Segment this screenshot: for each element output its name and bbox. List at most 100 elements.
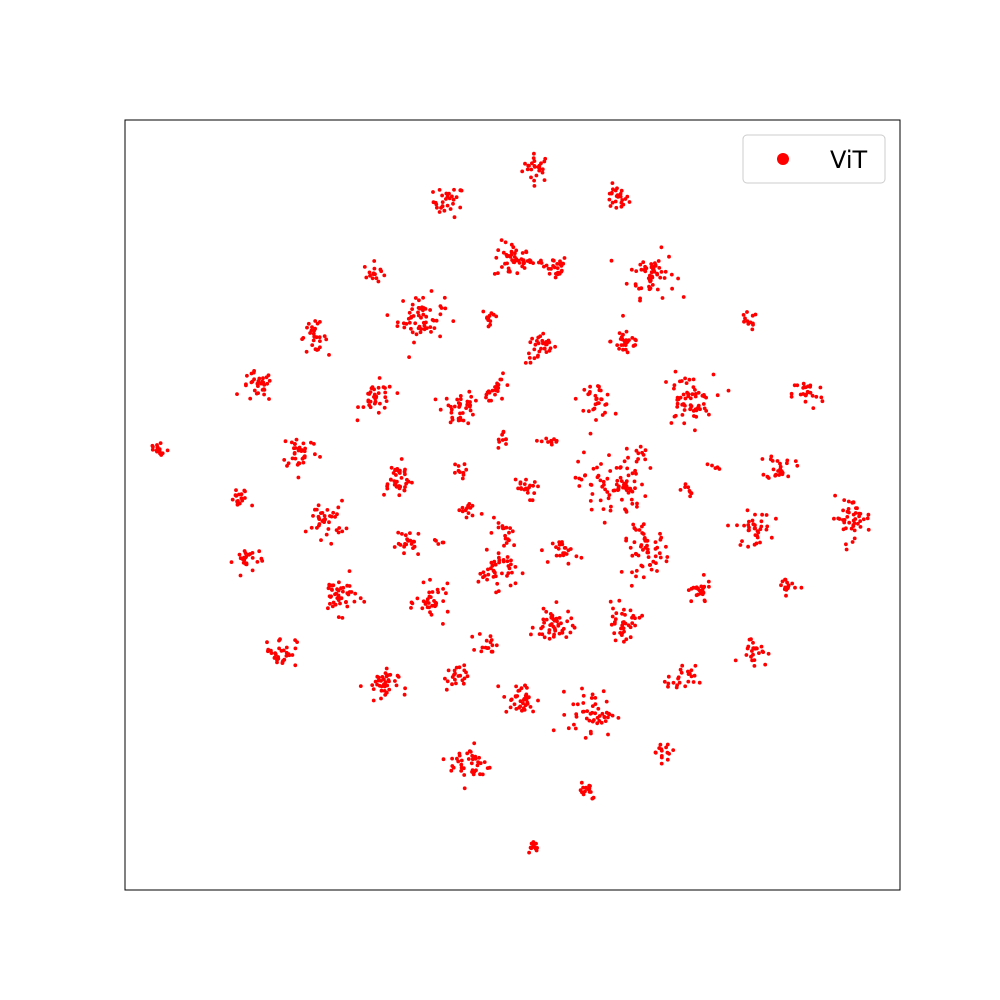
data-point — [418, 330, 423, 335]
data-point — [630, 570, 634, 575]
data-point — [421, 599, 426, 604]
data-point — [501, 250, 506, 255]
data-point — [482, 760, 487, 764]
data-point — [329, 541, 334, 546]
data-point — [689, 599, 694, 604]
data-point — [494, 590, 498, 595]
data-point — [419, 327, 424, 331]
data-point — [505, 254, 509, 259]
data-point — [540, 632, 545, 637]
data-point — [841, 527, 846, 532]
data-point — [432, 538, 437, 542]
data-point — [779, 583, 783, 588]
data-point — [461, 681, 466, 686]
data-point — [659, 747, 664, 752]
data-point — [450, 756, 454, 761]
data-point — [436, 590, 440, 595]
data-point — [686, 679, 691, 684]
data-point — [852, 536, 857, 541]
data-point — [495, 581, 500, 586]
data-point — [632, 343, 636, 348]
data-point — [686, 588, 691, 592]
data-point — [624, 484, 629, 489]
data-point — [746, 544, 750, 549]
data-point — [477, 755, 481, 760]
data-point — [513, 477, 518, 482]
data-point — [328, 514, 332, 518]
data-point — [457, 405, 461, 409]
data-point — [649, 567, 654, 572]
data-point — [785, 458, 790, 463]
data-point — [551, 258, 556, 263]
data-point — [445, 203, 450, 208]
data-point — [230, 497, 235, 502]
data-point — [378, 267, 383, 272]
data-point — [629, 497, 634, 502]
data-point — [531, 709, 535, 714]
data-point — [655, 569, 659, 573]
data-point — [340, 498, 344, 503]
data-point — [376, 279, 381, 284]
data-point — [618, 337, 623, 341]
data-point — [658, 742, 663, 747]
data-point — [322, 514, 327, 518]
data-point — [470, 753, 475, 758]
data-point — [741, 313, 746, 317]
legend-box — [742, 134, 886, 184]
data-point — [465, 402, 470, 407]
data-point — [606, 732, 610, 737]
data-point — [619, 479, 624, 483]
data-point — [751, 321, 755, 326]
data-point — [533, 342, 538, 347]
data-point — [675, 405, 680, 409]
data-point — [277, 646, 281, 651]
data-point — [530, 625, 535, 630]
data-point — [641, 522, 646, 527]
data-point — [602, 520, 607, 525]
data-point — [431, 190, 435, 194]
data-point — [632, 540, 637, 545]
data-point — [420, 606, 425, 611]
data-point — [243, 496, 247, 500]
data-point — [239, 492, 244, 497]
data-point — [679, 379, 684, 383]
data-point — [562, 689, 566, 694]
data-point — [633, 337, 637, 342]
data-point — [487, 390, 492, 395]
data-point — [242, 555, 246, 560]
data-point — [614, 466, 619, 470]
data-point — [496, 684, 501, 689]
legend[interactable]: ViT — [742, 134, 886, 184]
data-point — [704, 409, 709, 413]
data-point — [379, 696, 383, 701]
data-point — [262, 392, 266, 397]
data-point — [600, 413, 605, 417]
data-point — [790, 581, 795, 586]
data-point — [553, 628, 557, 632]
data-point — [765, 524, 770, 529]
data-point — [750, 518, 755, 523]
data-point — [624, 536, 629, 541]
data-point — [833, 493, 837, 498]
data-point — [462, 786, 467, 791]
data-point — [513, 694, 518, 699]
data-point — [754, 646, 759, 650]
data-point — [515, 271, 520, 276]
data-point — [842, 498, 847, 502]
data-point — [847, 520, 852, 525]
data-point — [396, 541, 401, 546]
data-point — [563, 546, 568, 550]
data-point — [557, 616, 562, 620]
data-point — [856, 521, 860, 526]
data-point — [681, 392, 686, 397]
data-point — [600, 711, 605, 716]
data-point — [440, 193, 444, 198]
data-point — [469, 394, 474, 399]
data-point — [493, 388, 498, 393]
data-point — [618, 475, 623, 480]
data-point — [300, 456, 305, 461]
data-point — [753, 312, 758, 317]
data-point — [394, 683, 399, 688]
data-point — [662, 276, 667, 280]
data-point — [801, 381, 806, 386]
